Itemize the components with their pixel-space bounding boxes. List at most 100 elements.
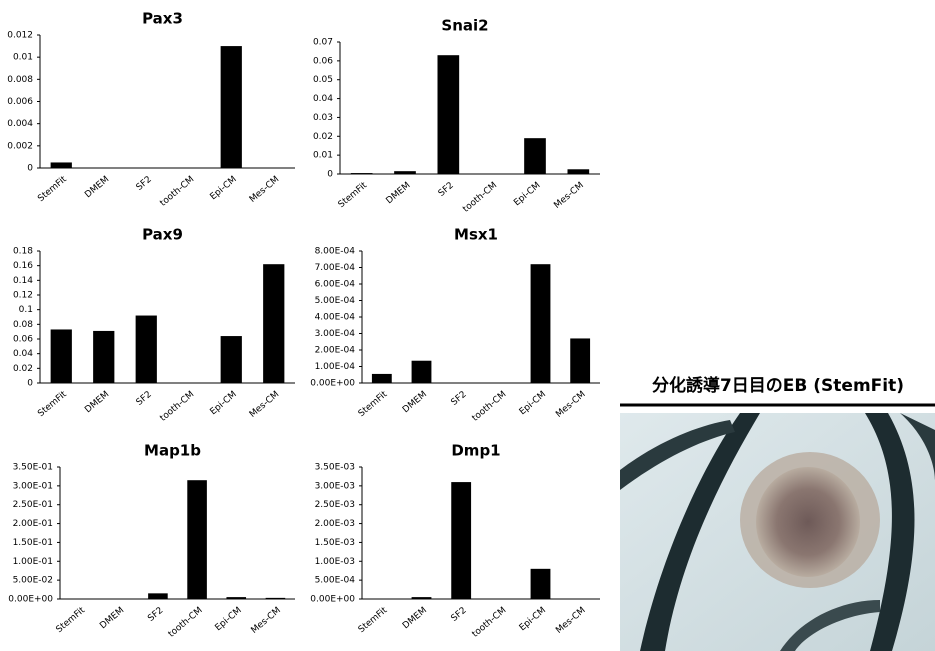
y-tick-label: 2.00E-01 [13,519,53,529]
x-tick-label: Epi-CM [518,390,548,418]
y-tick-label: 0.07 [313,38,333,48]
y-tick-label: 1.00E-04 [315,362,356,372]
bar [226,597,246,599]
y-tick-label: 2.00E-04 [315,346,356,356]
bar [531,264,551,383]
y-tick-label: 0.00E+00 [310,379,355,389]
y-tick-label: 0.18 [13,247,33,257]
y-tick-label: 3.50E-03 [315,463,355,473]
y-tick-label: 0.08 [13,320,33,330]
y-tick-label: 1.00E-01 [13,557,53,567]
bar [136,316,157,383]
y-tick-label: 0.006 [7,97,33,107]
x-tick-label: tooth-CM [470,606,508,640]
bar [438,55,460,174]
x-tick-label: SF2 [135,390,154,408]
y-tick-label: 4.00E-04 [315,313,356,323]
x-tick-label: StemFit [36,174,69,204]
chart-title: Dmp1 [451,442,500,460]
bar [263,264,284,383]
x-tick-label: DMEM [401,390,429,416]
y-tick-label: 0.008 [7,75,33,85]
chart-title: Snai2 [441,17,488,35]
figure: 分化誘導7日目のEB (StemFit) Pax3 0 0.002 0.004 0.00… [0,0,935,651]
y-tick-label: 0.05 [313,75,333,85]
x-tick-label: DMEM [385,181,413,207]
x-tick-label: StemFit [357,605,390,635]
y-tick-label: 1.00E-03 [315,557,355,567]
bar [51,162,72,168]
y-tick-label: 0.012 [7,31,33,41]
y-tick-label: 1.50E-01 [13,538,53,548]
y-tick-label: 0.004 [7,119,33,129]
y-tick-label: 0.00E+00 [8,595,53,605]
bar [531,569,551,599]
y-tick-label: 0.12 [13,291,33,301]
y-tick-label: 3.00E-03 [315,481,355,491]
x-tick-label: DMEM [401,606,429,632]
x-tick-label: Epi-CM [213,606,243,634]
x-tick-label: DMEM [83,175,111,201]
x-tick-label: StemFit [337,180,370,210]
x-tick-label: Epi-CM [518,606,548,634]
y-tick-label: 2.50E-03 [315,500,355,510]
x-tick-label: Mes-CM [554,606,587,636]
y-tick-label: 5.00E-02 [13,576,53,586]
image-caption: 分化誘導7日目のEB (StemFit) [652,375,904,396]
x-tick-label: Epi-CM [208,390,238,418]
y-tick-label: 0.16 [13,261,33,271]
y-tick-label: 0.04 [313,94,333,104]
y-tick-label: 8.00E-04 [315,247,356,257]
y-tick-label: 1.50E-03 [315,538,355,548]
bar [570,338,590,383]
y-tick-label: 2.00E-03 [315,519,355,529]
x-tick-label: DMEM [83,390,111,416]
y-tick-label: 0.1 [19,305,33,315]
y-tick-label: 0.02 [13,364,33,374]
bar [51,329,72,383]
chart-title: Msx1 [454,226,498,244]
bar [221,336,242,383]
x-tick-label: tooth-CM [167,606,205,640]
x-tick-label: SF2 [135,175,154,193]
x-tick-label: Epi-CM [512,181,542,209]
x-tick-label: Mes-CM [552,181,585,211]
y-tick-label: 5.00E-04 [315,576,356,586]
x-tick-label: StemFit [55,605,88,635]
y-tick-label: 0.14 [13,276,33,286]
bar [187,480,207,599]
bar [412,361,432,383]
x-tick-label: Epi-CM [208,175,238,203]
x-tick-label: tooth-CM [461,181,499,215]
chart-title: Map1b [144,442,201,460]
x-tick-label: tooth-CM [470,390,508,424]
photo [620,413,935,651]
x-tick-label: SF2 [146,606,165,624]
x-tick-label: Mes-CM [248,175,281,205]
y-tick-label: 0.06 [313,56,333,66]
y-tick-label: 0.02 [313,132,333,142]
chart-title: Pax3 [142,10,183,28]
x-tick-label: StemFit [36,389,69,419]
bar [93,331,114,383]
y-tick-label: 0 [27,379,33,389]
x-tick-label: SF2 [437,181,456,199]
bar [524,138,546,174]
y-tick-label: 2.50E-01 [13,500,53,510]
y-tick-label: 6.00E-04 [315,280,356,290]
y-tick-label: 0.01 [313,151,333,161]
bar [568,169,590,174]
x-tick-label: tooth-CM [158,390,196,424]
x-tick-label: SF2 [450,606,469,624]
y-tick-label: 0 [327,170,333,180]
y-tick-label: 3.00E-04 [315,329,356,339]
y-tick-label: 0.002 [7,141,33,151]
y-tick-label: 0 [27,164,33,174]
bar [412,597,432,599]
y-tick-label: 7.00E-04 [315,263,356,273]
bar [266,598,286,599]
x-tick-label: StemFit [357,389,390,419]
y-tick-label: 3.00E-01 [13,481,53,491]
bar [351,173,373,174]
page: 分化誘導7日目のEB (StemFit) Pax3 0 0.002 0.004 0.00… [0,0,935,651]
